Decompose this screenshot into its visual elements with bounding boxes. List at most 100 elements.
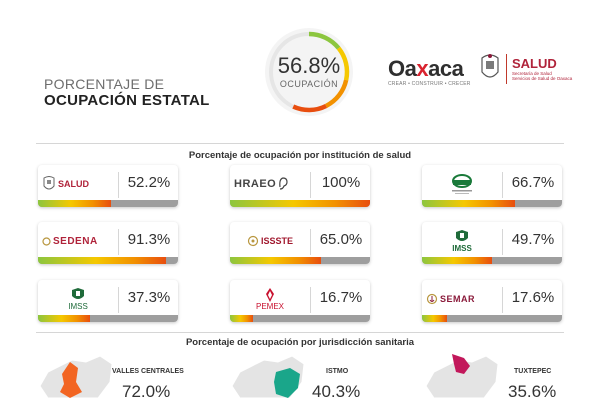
institution-percentage: 49.7%	[511, 231, 555, 248]
occupancy-bar-fill	[38, 257, 166, 264]
page-title-line2: OCUPACIÓN ESTATAL	[44, 92, 210, 109]
institution-percentage: 16.7%	[319, 289, 363, 306]
occupancy-bar-fill	[230, 200, 370, 207]
gauge-arc-segment	[324, 79, 349, 108]
institution-card-pemex: PEMEX 16.7%	[230, 280, 370, 322]
tuxtepec-highlight	[452, 354, 470, 374]
gauge-arc-segment	[292, 103, 328, 113]
jurisdictions-section-title: Porcentaje de ocupación por jurisdicción…	[185, 337, 415, 348]
oaxaca-wordmark-part2: aca	[428, 56, 464, 81]
oaxaca-wordmark: Oaxaca	[388, 58, 471, 80]
oaxaca-wordmark-part1: Oa	[388, 56, 417, 81]
jurisdiction-name: TUXTEPEC	[514, 368, 552, 375]
sedena-logo-icon: SEDENA	[42, 228, 114, 254]
institution-card-issste: ISSSTE 65.0%	[230, 222, 370, 264]
institution-percentage: 17.6%	[511, 289, 555, 306]
institution-logo-text: IMSS	[68, 301, 88, 311]
institution-card-hraeo: HRAEO 100%	[230, 165, 370, 207]
institution-percentage: 52.2%	[127, 174, 171, 191]
institution-card-semar: SEMAR 17.6%	[422, 280, 562, 322]
occupancy-gauge	[265, 28, 353, 116]
institution-card-imss: IMSS 49.7%	[422, 222, 562, 264]
institution-logo-text: HRAEO	[234, 178, 277, 190]
occupancy-bar	[422, 257, 562, 264]
hospital-glyph-icon	[452, 174, 472, 194]
occupancy-bar	[422, 200, 562, 207]
occupancy-label: OCUPACIÓN	[279, 79, 339, 89]
card-divider	[502, 172, 503, 198]
institution-percentage: 65.0%	[319, 231, 363, 248]
oaxaca-logo: Oaxaca CREAR • CONSTRUIR • CRECER	[388, 58, 471, 88]
occupancy-bar-fill	[230, 257, 321, 264]
section-divider	[36, 332, 564, 333]
occupancy-bar	[230, 200, 370, 207]
institution-card-sedena: SEDENA 91.3%	[38, 222, 178, 264]
occupancy-bar	[230, 257, 370, 264]
hospital-niñez-logo-icon	[426, 171, 498, 197]
imss-logo-icon: IMSS	[426, 228, 498, 254]
institutions-section-title: Porcentaje de ocupación por institución …	[188, 150, 412, 161]
salud-logo: SALUD Secretaría de Salud Servicios de S…	[512, 56, 572, 82]
tuxtepec-map-icon	[425, 354, 499, 399]
eagle-glyph-icon	[72, 287, 84, 299]
istmo-highlight	[274, 368, 300, 398]
salud-wordmark: SALUD	[512, 56, 557, 71]
salud-seal-icon: SALUD	[42, 171, 114, 197]
occupancy-bar-fill	[230, 315, 254, 322]
jurisdiction-value: 72.0%	[122, 382, 171, 400]
valles-centrales-highlight	[60, 362, 82, 398]
salud-subtitle-1: Secretaría de Salud	[512, 71, 552, 76]
issste-logo-icon: ISSSTE	[234, 228, 306, 254]
valles-centrales-map-icon	[39, 355, 113, 399]
institution-card-salud: SALUD 52.2%	[38, 165, 178, 207]
oaxaca-tagline: CREAR • CONSTRUIR • CRECER	[388, 81, 471, 87]
card-divider	[310, 229, 311, 255]
branding-divider	[506, 54, 507, 84]
institution-logo-text: IMSS	[452, 243, 472, 253]
pemex-logo-icon: PEMEX	[234, 286, 306, 312]
occupancy-bar-fill	[38, 200, 112, 207]
oaxaca-wordmark-x: x	[416, 56, 429, 81]
page-title-line1: PORCENTAJE DE	[44, 76, 165, 92]
gauge-readout: 56.8% OCUPACIÓN	[263, 26, 355, 118]
occupancy-bar	[230, 315, 370, 322]
state-seal-icon	[481, 54, 499, 78]
institution-logo-text: ISSSTE	[260, 236, 293, 246]
istmo-map-icon	[231, 355, 305, 399]
page-title: PORCENTAJE DE OCUPACIÓN ESTATAL	[44, 76, 210, 109]
institution-logo-text: SEDENA	[53, 235, 98, 247]
institution-percentage: 100%	[321, 174, 361, 191]
eagle-glyph-icon	[456, 229, 468, 241]
gauge-background	[265, 28, 353, 116]
gauge-arc-segment	[336, 46, 350, 81]
card-divider	[118, 229, 119, 255]
occupancy-bar	[422, 315, 562, 322]
institution-percentage: 66.7%	[511, 174, 555, 191]
emblem-glyph-icon	[42, 236, 51, 246]
institution-card-imss-bienestar: IMSS 37.3%	[38, 280, 178, 322]
hraeo-logo-icon: HRAEO	[234, 171, 306, 197]
institution-logo-text: PEMEX	[255, 301, 284, 311]
institution-card-hospital-ninez: 66.7%	[422, 165, 562, 207]
jurisdiction-value: 40.3%	[312, 382, 361, 400]
occupancy-bar-fill	[38, 315, 91, 322]
occupancy-bar-fill	[422, 257, 492, 264]
card-divider	[118, 287, 119, 313]
jurisdiction-value: 35.6%	[508, 382, 557, 400]
ear-glyph-icon	[279, 177, 288, 190]
anchor-emblem-icon	[426, 293, 438, 305]
emblem-glyph-icon	[247, 235, 259, 247]
card-divider	[502, 229, 503, 255]
gauge-arc-segment	[308, 31, 341, 50]
occupancy-bar-fill	[422, 315, 447, 322]
occupancy-bar	[38, 200, 178, 207]
occupancy-bar	[38, 315, 178, 322]
card-divider	[118, 172, 119, 198]
jurisdiction-name: ISTMO	[326, 368, 349, 375]
semar-logo-icon: SEMAR	[426, 286, 498, 312]
institution-logo-text: SALUD	[58, 179, 89, 189]
institution-percentage: 91.3%	[127, 231, 171, 248]
occupancy-bar	[38, 257, 178, 264]
imss-bienestar-logo-icon: IMSS	[42, 286, 114, 312]
